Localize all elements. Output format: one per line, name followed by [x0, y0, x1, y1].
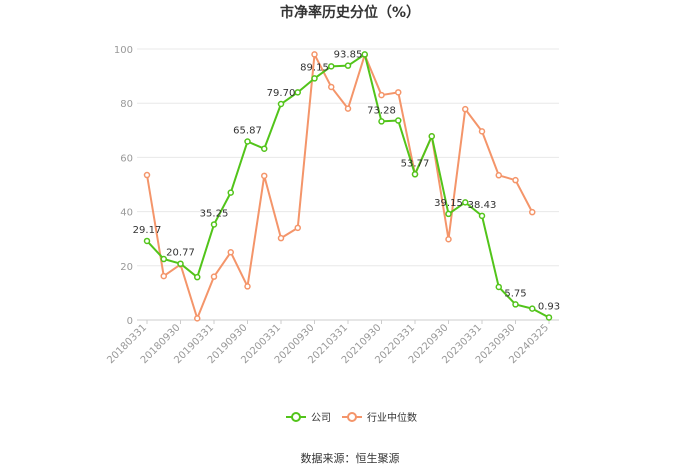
- data-point: [495, 172, 502, 179]
- data-point: [495, 283, 502, 291]
- data-point: [462, 105, 469, 113]
- data-label: 79.70: [267, 88, 296, 99]
- data-point: [160, 272, 167, 280]
- data-point: [361, 51, 368, 58]
- data-point: [378, 91, 385, 99]
- data-point: [194, 273, 201, 281]
- y-tick-label: 100: [114, 45, 133, 56]
- data-point: [378, 118, 385, 125]
- data-label: 65.87: [233, 125, 262, 136]
- data-point: [277, 100, 285, 108]
- data-point: [227, 189, 234, 196]
- data-point: [311, 75, 318, 82]
- data-point: [210, 221, 218, 228]
- data-point: [227, 249, 234, 256]
- series-company: [143, 51, 553, 321]
- y-tick-label: 0: [127, 316, 133, 327]
- data-point: [445, 235, 452, 243]
- data-point: [328, 63, 335, 70]
- data-point: [478, 212, 486, 220]
- chart-title: 市净率历史分位（%）: [280, 4, 420, 21]
- legend-marker-industry: [347, 412, 357, 422]
- data-label: 35.25: [200, 208, 229, 219]
- data-label: 53.77: [401, 158, 430, 169]
- data-source: 数据来源：恒生聚源: [301, 451, 400, 465]
- data-labels: 29.17 20.77 35.25 65.87 79.70 89.15 93.85 73.28…: [133, 50, 560, 313]
- legend-label-company: 公司: [311, 413, 331, 424]
- legend[interactable]: 公司 行业中位数: [286, 411, 417, 424]
- data-point: [210, 273, 218, 280]
- data-point: [462, 199, 469, 206]
- data-point: [194, 315, 201, 322]
- x-axis: 2018033120180930201903312019093020200331…: [105, 320, 551, 366]
- legend-item-industry[interactable]: 行业中位数: [342, 411, 417, 424]
- data-point: [478, 128, 486, 135]
- data-point: [395, 89, 402, 96]
- data-point: [143, 171, 151, 179]
- data-label: 89.15: [300, 62, 329, 73]
- series-line: [146, 53, 534, 320]
- data-point: [244, 138, 251, 145]
- data-point: [545, 314, 553, 321]
- series-industry: [143, 51, 536, 322]
- data-point: [344, 62, 352, 69]
- data-label: 0.93: [538, 301, 560, 312]
- data-label: 93.85: [334, 50, 363, 61]
- y-tick-label: 40: [120, 208, 133, 219]
- data-point: [529, 305, 536, 312]
- series-line: [146, 53, 550, 319]
- data-point: [160, 255, 167, 263]
- data-point: [244, 283, 251, 290]
- y-tick-label: 60: [120, 153, 133, 164]
- data-point: [328, 83, 335, 91]
- y-tick-label: 20: [120, 262, 133, 273]
- legend-item-company[interactable]: 公司: [286, 412, 331, 424]
- data-label: 5.75: [504, 288, 526, 299]
- data-point: [529, 208, 536, 216]
- data-point: [261, 145, 268, 152]
- data-label: 29.17: [133, 225, 162, 236]
- data-label: 20.77: [166, 248, 195, 259]
- data-point: [294, 224, 301, 232]
- data-point: [177, 260, 184, 267]
- data-point: [512, 301, 519, 308]
- y-axis: 0 20 40 60 80 100: [114, 45, 133, 327]
- data-label: 73.28: [367, 105, 396, 116]
- data-label: 39.15: [434, 198, 463, 209]
- data-point: [143, 237, 151, 245]
- data-point: [428, 133, 435, 140]
- grid: [137, 48, 559, 321]
- legend-label-industry: 行业中位数: [367, 411, 417, 424]
- data-point: [277, 234, 285, 242]
- data-label: 38.43: [468, 200, 497, 211]
- data-point: [344, 105, 352, 112]
- data-point: [395, 117, 402, 124]
- data-point: [445, 210, 452, 218]
- data-point: [311, 51, 318, 58]
- data-point: [512, 176, 519, 184]
- y-tick-label: 80: [120, 99, 133, 110]
- data-point: [261, 172, 268, 180]
- series-group: [143, 51, 553, 322]
- legend-marker-company: [291, 412, 301, 422]
- data-point: [294, 89, 301, 96]
- data-point: [411, 171, 419, 178]
